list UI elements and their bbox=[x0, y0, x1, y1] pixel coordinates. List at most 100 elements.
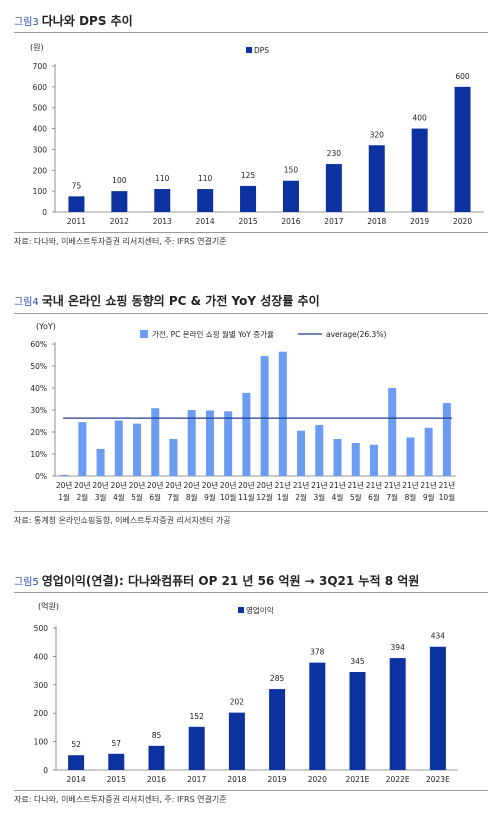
y-unit-label: (억원) bbox=[38, 601, 59, 611]
yoy-growth-bar-chart: (YoY)0%10%20%30%40%50%60%20년1월20년2월20년3월… bbox=[30, 322, 456, 502]
x-tick-label: 2015 bbox=[107, 775, 126, 784]
x-tick-label: 2011 bbox=[67, 217, 86, 226]
legend-label: 영업이익 bbox=[246, 605, 274, 615]
y-tick-label: 700 bbox=[33, 62, 48, 71]
bar bbox=[169, 439, 178, 476]
x-tick-label-year: 20년 bbox=[220, 480, 237, 490]
y-tick-label: 20% bbox=[30, 428, 47, 437]
bar bbox=[114, 420, 123, 476]
data-label: 320 bbox=[370, 130, 385, 139]
x-tick-label-year: 21년 bbox=[348, 480, 365, 490]
y-unit-label: (YoY) bbox=[36, 322, 56, 331]
y-tick-label: 400 bbox=[33, 125, 48, 134]
bar bbox=[240, 185, 257, 212]
bar bbox=[325, 164, 342, 212]
x-tick-label-month: 10월 bbox=[220, 492, 237, 502]
bar bbox=[68, 196, 85, 212]
x-tick-label-year: 21년 bbox=[402, 480, 419, 490]
bar bbox=[454, 86, 471, 212]
y-tick-label: 200 bbox=[34, 709, 49, 718]
bar bbox=[96, 448, 105, 476]
y-tick-label: 40% bbox=[30, 384, 47, 393]
x-tick-label: 2017 bbox=[324, 217, 343, 226]
data-label: 110 bbox=[198, 174, 213, 183]
y-tick-label: 10% bbox=[30, 450, 47, 459]
data-label: 378 bbox=[310, 648, 325, 657]
bar bbox=[351, 443, 360, 476]
legend-swatch-bar bbox=[140, 330, 148, 338]
figure-3-source: 자료: 다나와, 이베스트투자증권 리서치센터, 주: IFRS 연결기준 bbox=[14, 237, 227, 246]
x-tick-label-month: 9월 bbox=[204, 492, 216, 502]
x-tick-label-month: 3월 bbox=[313, 492, 325, 502]
x-tick-label-year: 20년 bbox=[147, 480, 164, 490]
y-tick-label: 0% bbox=[35, 472, 47, 481]
x-tick-label: 2020 bbox=[308, 775, 327, 784]
data-label: 434 bbox=[431, 632, 446, 641]
bar bbox=[297, 430, 306, 476]
figure-5-bottom-rule bbox=[14, 790, 488, 791]
x-tick-label-month: 10월 bbox=[439, 492, 456, 502]
x-tick-label-month: 6월 bbox=[149, 492, 161, 502]
x-tick-label-year: 21년 bbox=[329, 480, 346, 490]
x-tick-label-year: 20년 bbox=[74, 480, 91, 490]
legend-label-bar: 가전, PC 온라인 쇼핑 월별 YoY 증가율 bbox=[152, 329, 274, 339]
bar bbox=[205, 410, 214, 476]
x-tick-label-month: 7월 bbox=[386, 492, 398, 502]
x-tick-label: 2019 bbox=[268, 775, 287, 784]
bar bbox=[133, 423, 142, 476]
x-tick-label-year: 20년 bbox=[111, 480, 128, 490]
bar bbox=[269, 689, 286, 770]
x-tick-label-year: 20년 bbox=[92, 480, 109, 490]
bar bbox=[197, 189, 214, 212]
x-tick-label-year: 20년 bbox=[202, 480, 219, 490]
legend-label: DPS bbox=[254, 46, 269, 55]
x-tick-label: 2019 bbox=[410, 217, 429, 226]
y-tick-label: 200 bbox=[33, 166, 48, 175]
bar bbox=[242, 392, 251, 476]
x-tick-label-month: 12월 bbox=[256, 492, 273, 502]
figure-4-number: 그림4 bbox=[14, 297, 39, 308]
x-tick-label-year: 20년 bbox=[165, 480, 182, 490]
data-label: 150 bbox=[284, 166, 299, 175]
data-label: 85 bbox=[152, 731, 162, 740]
figure-3-bottom-rule bbox=[14, 232, 488, 233]
x-tick-label: 2023E bbox=[426, 775, 450, 784]
figure-5-number: 그림5 bbox=[14, 577, 39, 588]
x-tick-label-month: 8월 bbox=[405, 492, 417, 502]
y-tick-label: 500 bbox=[34, 624, 49, 633]
bar bbox=[151, 408, 160, 476]
x-tick-label-year: 20년 bbox=[238, 480, 255, 490]
figure-3-top-rule bbox=[14, 32, 488, 33]
figure-5-title: 그림5 영업이익(연결): 다나와컴퓨터 OP 21 년 56 억원 → 3Q21… bbox=[14, 572, 419, 589]
x-tick-label-month: 6월 bbox=[368, 492, 380, 502]
y-unit-label: (원) bbox=[30, 43, 44, 52]
figure-4-title: 그림4 국내 온라인 쇼핑 동향의 PC & 가전 YoY 성장률 추이 bbox=[14, 292, 320, 309]
x-tick-label-month: 2월 bbox=[77, 492, 89, 502]
bar bbox=[406, 437, 415, 476]
data-label: 230 bbox=[327, 149, 342, 158]
bar bbox=[388, 388, 397, 476]
legend-label-line: average(26.3%) bbox=[326, 330, 386, 339]
x-tick-label-month: 5월 bbox=[350, 492, 362, 502]
bar bbox=[424, 427, 433, 476]
bar bbox=[228, 712, 245, 770]
figure-5-title-text: 영업이익(연결): 다나와컴퓨터 OP 21 년 56 억원 → 3Q21 누적… bbox=[41, 574, 420, 588]
bar bbox=[260, 356, 269, 476]
data-label: 110 bbox=[155, 174, 170, 183]
bar bbox=[187, 410, 196, 476]
operating-profit-bar-chart: (억원) 0 100 200 300 400 500 52 2014 57 2015 85 2016 15… bbox=[34, 601, 458, 784]
x-tick-label-month: 9월 bbox=[423, 492, 435, 502]
figure-3-title: 그림3 다나와 DPS 추이 bbox=[14, 12, 133, 29]
x-tick-label: 2018 bbox=[367, 217, 386, 226]
y-tick-label: 0 bbox=[43, 766, 48, 775]
y-tick-label: 400 bbox=[34, 652, 49, 661]
bar bbox=[349, 672, 366, 770]
bar bbox=[108, 753, 125, 770]
x-tick-label: 2012 bbox=[110, 217, 129, 226]
data-label: 75 bbox=[72, 181, 82, 190]
figure-4-source: 자료: 통계청 온라인쇼핑동향, 이베스트투자증권 리서치센터 가공 bbox=[14, 516, 231, 525]
x-tick-label-year: 21년 bbox=[420, 480, 437, 490]
figure-4-top-rule bbox=[14, 313, 488, 314]
y-tick-label: 100 bbox=[34, 738, 49, 747]
bar bbox=[60, 474, 69, 476]
